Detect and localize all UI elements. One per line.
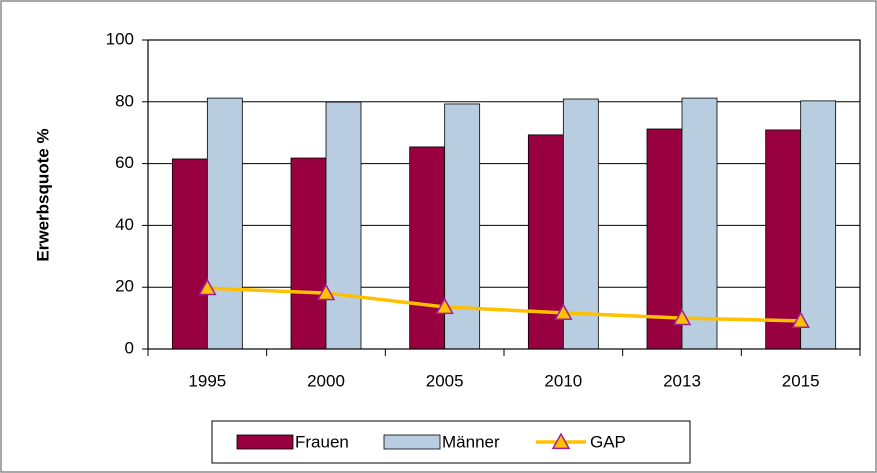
bar	[409, 146, 446, 350]
y-axis-label: Erwerbsquote %	[33, 128, 52, 261]
x-tick-label: 2015	[782, 371, 820, 390]
y-tick-label: 40	[115, 215, 134, 234]
y-tick-label: 60	[115, 153, 134, 172]
bar	[290, 157, 327, 350]
bar	[681, 97, 718, 350]
marker	[435, 297, 454, 315]
y-tick-label: 20	[115, 277, 134, 296]
x-tick-label: 1995	[188, 371, 226, 390]
bar	[800, 100, 837, 350]
marker	[672, 308, 692, 326]
plot-area	[147, 39, 861, 350]
y-tick-label: 0	[125, 338, 134, 357]
x-tick-label: 2000	[307, 371, 345, 390]
y-tick-label: 80	[115, 91, 134, 110]
bar	[562, 98, 599, 350]
bar	[765, 129, 802, 350]
x-tick-label: 2005	[426, 371, 464, 390]
legend-label: Frauen	[295, 432, 349, 451]
legend-swatch	[383, 434, 441, 450]
x-tick-label: 2010	[544, 371, 582, 390]
bar	[206, 97, 243, 350]
line	[207, 286, 801, 323]
bar	[171, 158, 208, 350]
bar	[325, 101, 362, 350]
marker	[198, 278, 217, 296]
marker	[554, 303, 573, 320]
legend-marker	[551, 432, 571, 450]
marker	[316, 283, 336, 301]
marker	[791, 311, 810, 329]
legend-label: GAP	[590, 432, 626, 451]
legend-label: Männer	[442, 432, 500, 451]
x-tick-label: 2013	[663, 371, 701, 390]
y-tick-label: 100	[106, 29, 134, 48]
legend-swatch	[236, 434, 294, 450]
